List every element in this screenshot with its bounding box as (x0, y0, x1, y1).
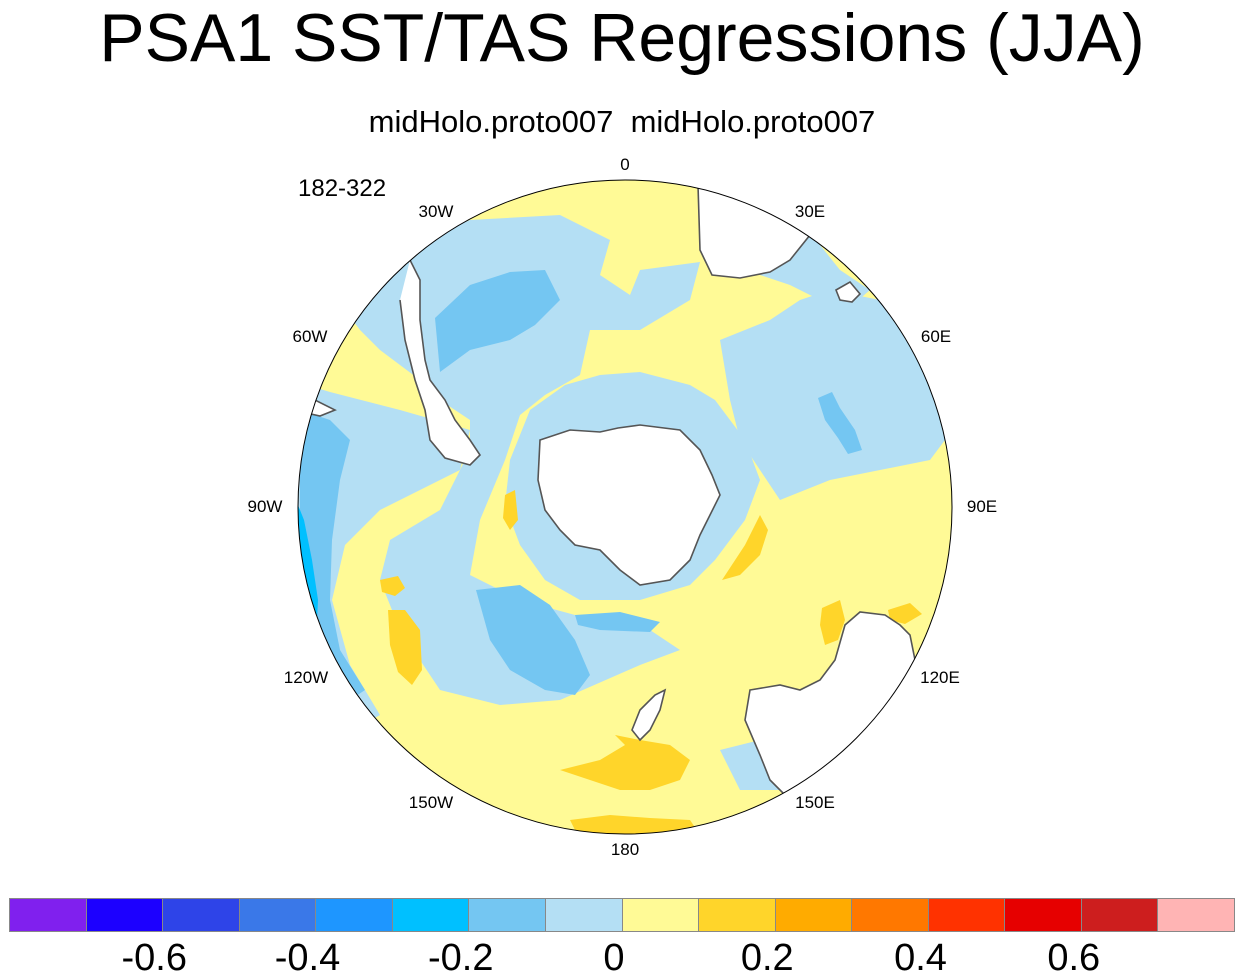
pos-region-australia-sw (820, 600, 845, 645)
lon-label-90e: 90E (966, 497, 998, 516)
south-america-coast (399, 259, 482, 466)
pos-region-indian-south (722, 515, 768, 580)
antarctica-coast (537, 424, 721, 586)
colorbar-swatch (86, 899, 164, 931)
lon-label-60e: 60E (920, 327, 952, 346)
pos-region-pacific (388, 610, 422, 685)
pos-region-tasman (560, 735, 690, 790)
colorbar-swatch (545, 899, 623, 931)
new-zealand-land (632, 690, 665, 740)
colorbar-swatch (1158, 899, 1234, 931)
colorbar-tick-label: 0 (603, 937, 625, 979)
colorbar-swatch (316, 899, 393, 931)
new-zealand-coast (631, 688, 667, 742)
colorbar-swatch (469, 899, 546, 931)
neg-region-south-atlantic (435, 270, 560, 372)
plot-title: PSA1 SST/TAS Regressions (JJA) (99, 0, 1145, 76)
colorbar-tick-label: 0.2 (740, 937, 794, 979)
colorbar-swatch (392, 899, 470, 931)
colorbar-swatch (622, 899, 700, 931)
australia-land (745, 612, 915, 800)
lon-label-180: 180 (610, 840, 640, 859)
lon-label-0: 0 (620, 155, 630, 174)
lon-label-120w: 120W (283, 668, 329, 687)
colorbar-swatch (239, 899, 317, 931)
colorbar-swatch (1005, 899, 1082, 931)
colorbar-swatch (775, 899, 853, 931)
lon-label-150w: 150W (408, 793, 454, 812)
pos-region-australia-w (888, 603, 922, 624)
colorbar-swatch (928, 899, 1006, 931)
colorbar-swatch (10, 899, 87, 931)
pos-region-south (570, 815, 700, 834)
pos-region-antarctic-small (503, 490, 518, 530)
colorbar-swatch (852, 899, 929, 931)
lon-label-90w: 90W (247, 497, 283, 516)
colorbar (9, 898, 1235, 932)
colorbar-swatch (1081, 899, 1159, 931)
lon-label-30w: 30W (418, 202, 454, 221)
neg-region-ross-sea (476, 585, 590, 695)
colorbar-tick-label: -0.4 (274, 937, 341, 979)
colorbar-swatch (163, 899, 240, 931)
map-border (297, 179, 953, 835)
plot-subtitle: midHolo.proto007 midHolo.proto007 (368, 104, 876, 139)
years-label: 182-322 (298, 175, 387, 202)
lon-label-150e: 150E (795, 793, 835, 812)
colorbar-tick-label: 0.4 (894, 937, 947, 979)
lon-label-120e: 120E (920, 668, 960, 687)
colorbar-tick-label: -0.6 (121, 937, 187, 979)
colorbar-tick-label: -0.2 (428, 937, 494, 979)
madagascar-coast (834, 280, 862, 303)
neg-region-indian-small (818, 392, 862, 454)
lon-label-30e: 30E (794, 202, 826, 221)
map-field (298, 180, 952, 834)
neg-region-indian (720, 290, 952, 500)
pos-region-pacific-small (380, 576, 405, 596)
neg-region-southern-ocean (575, 612, 660, 632)
colorbar-tick-label: 0.6 (1047, 937, 1101, 979)
lon-label-60w: 60W (292, 327, 328, 346)
antarctica-land (538, 425, 720, 585)
colorbar-swatch (699, 899, 776, 931)
